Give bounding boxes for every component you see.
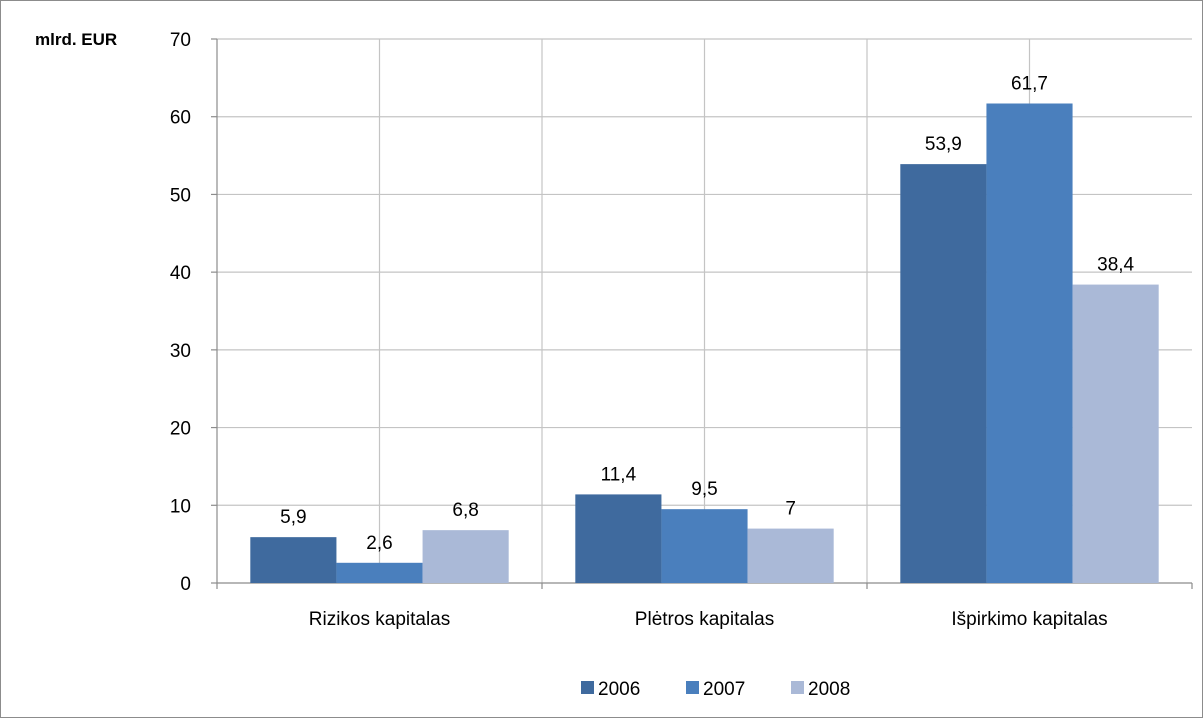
bar-2006-1	[250, 537, 337, 583]
data-label: 7	[785, 499, 796, 520]
bar-2006-2	[575, 494, 662, 583]
bar-2006-3	[900, 164, 987, 583]
y-tick-label: 70	[170, 30, 191, 51]
legend-swatch	[686, 681, 699, 694]
bar-2008-1	[422, 530, 509, 583]
data-label: 53,9	[925, 134, 962, 155]
x-category-label: Rizikos kapitalas	[309, 609, 451, 630]
data-label: 11,4	[601, 464, 637, 485]
y-tick-label: 10	[170, 496, 191, 517]
legend-swatch	[581, 681, 594, 694]
legend-label: 2008	[808, 679, 850, 700]
y-tick-label: 0	[180, 574, 191, 595]
y-tick-label: 60	[170, 108, 191, 129]
data-label: 5,9	[280, 507, 306, 528]
data-label: 61,7	[1011, 74, 1048, 95]
data-label: 2,6	[366, 533, 392, 554]
data-label: 6,8	[452, 500, 478, 521]
data-label: 38,4	[1097, 255, 1134, 276]
y-tick-label: 30	[170, 341, 191, 362]
legend-label: 2007	[703, 679, 745, 700]
bar-2007-3	[986, 103, 1073, 583]
x-category-label: Plėtros kapitalas	[635, 609, 774, 630]
bars-layer	[250, 103, 1159, 583]
y-axis-unit-label: mlrd. EUR	[35, 30, 117, 49]
labels-layer: 0 10 20 30 40 50 60 70 5,9 2,6 6,8 Rizikos kapitala…	[170, 30, 1135, 630]
bar-2008-3	[1072, 284, 1159, 583]
bar-2008-2	[747, 528, 834, 583]
legend: 2006 2007 2008	[581, 679, 850, 700]
y-tick-label: 50	[170, 185, 191, 206]
data-label: 9,5	[691, 479, 717, 500]
y-tick-label: 20	[170, 419, 191, 440]
y-tick-label: 40	[170, 263, 191, 284]
legend-swatch	[791, 681, 804, 694]
x-category-label: Išpirkimo kapitalas	[951, 609, 1107, 630]
bar-2007-2	[661, 509, 748, 583]
bar-2007-1	[336, 562, 423, 583]
legend-label: 2006	[598, 679, 640, 700]
